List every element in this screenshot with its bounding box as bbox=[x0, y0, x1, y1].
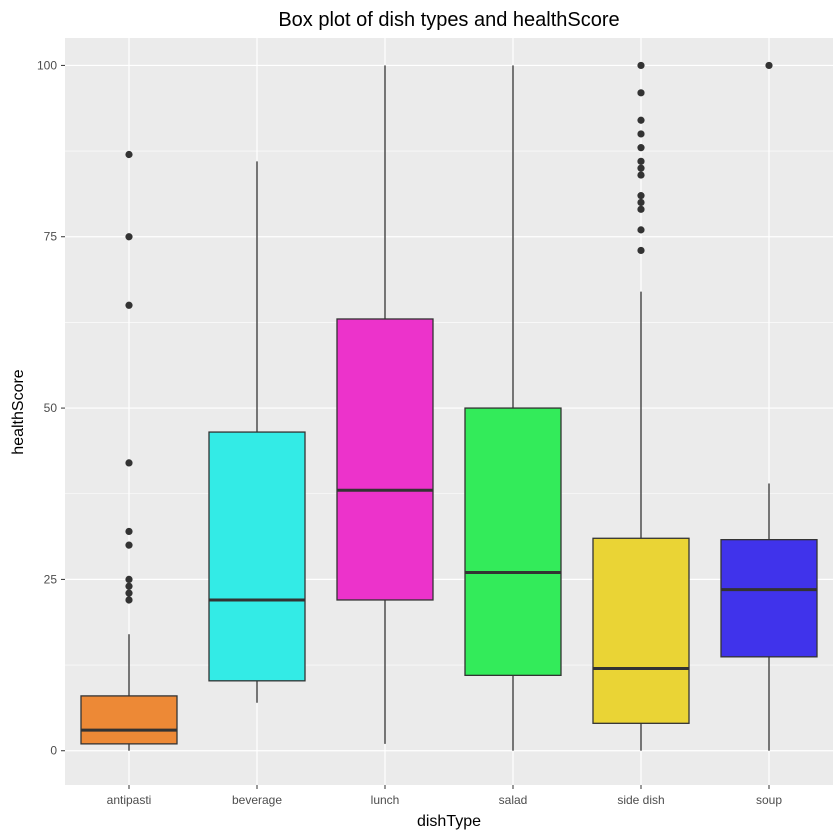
y-tick-label: 50 bbox=[44, 401, 58, 415]
box-body bbox=[720, 539, 818, 658]
outlier-point bbox=[125, 301, 133, 309]
y-axis: 0 25 50 75 100 bbox=[37, 58, 65, 758]
outlier-point bbox=[125, 233, 133, 241]
box-body bbox=[208, 431, 306, 682]
x-tick-label: antipasti bbox=[107, 793, 152, 807]
chart-title: Box plot of dish types and healthScore bbox=[278, 9, 619, 31]
outlier-point bbox=[637, 61, 645, 70]
outlier-point bbox=[637, 157, 645, 165]
box-side-dish bbox=[592, 61, 690, 751]
y-tick-label: 0 bbox=[50, 744, 57, 758]
outlier-point bbox=[637, 246, 645, 255]
outlier-point bbox=[125, 150, 133, 159]
x-tick-label: side dish bbox=[617, 793, 664, 807]
box-body bbox=[336, 318, 434, 601]
plot-panel bbox=[65, 38, 833, 785]
outlier-point bbox=[125, 527, 133, 536]
x-tick-label: beverage bbox=[232, 793, 282, 807]
outlier-point bbox=[637, 116, 645, 124]
box-antipasti bbox=[80, 150, 178, 751]
box-body bbox=[464, 407, 562, 676]
outlier-point bbox=[637, 171, 645, 179]
y-tick-label: 75 bbox=[44, 230, 58, 244]
outlier-point bbox=[637, 130, 645, 138]
box-beverage bbox=[208, 161, 306, 703]
box-body bbox=[592, 537, 690, 724]
x-axis-title: dishType bbox=[417, 813, 481, 830]
outlier-point bbox=[125, 589, 133, 597]
outlier-point bbox=[637, 198, 645, 207]
outlier-point bbox=[637, 192, 645, 200]
outlier-point bbox=[637, 144, 645, 152]
box-body bbox=[80, 695, 178, 745]
box-salad bbox=[464, 65, 562, 751]
x-tick-label: salad bbox=[499, 793, 528, 807]
x-tick-label: soup bbox=[756, 793, 782, 807]
outlier-point bbox=[637, 89, 645, 97]
outlier-point bbox=[125, 596, 133, 604]
outlier-point bbox=[765, 61, 773, 70]
outlier-point bbox=[637, 164, 645, 172]
outlier-point bbox=[637, 226, 645, 234]
box-lunch bbox=[336, 65, 434, 744]
y-tick-label: 25 bbox=[44, 572, 58, 586]
x-tick-label: lunch bbox=[371, 793, 400, 807]
boxes-layer bbox=[80, 61, 818, 751]
x-axis: antipasti beverage lunch salad side dish soup bbox=[107, 785, 782, 807]
outlier-point bbox=[125, 459, 133, 467]
y-tick-label: 100 bbox=[37, 58, 57, 72]
outlier-point bbox=[125, 582, 133, 590]
outlier-point bbox=[637, 205, 645, 213]
outlier-point bbox=[125, 575, 133, 584]
outlier-point bbox=[125, 541, 133, 549]
y-axis-title: healthScore bbox=[10, 369, 27, 454]
box-soup bbox=[720, 61, 818, 751]
